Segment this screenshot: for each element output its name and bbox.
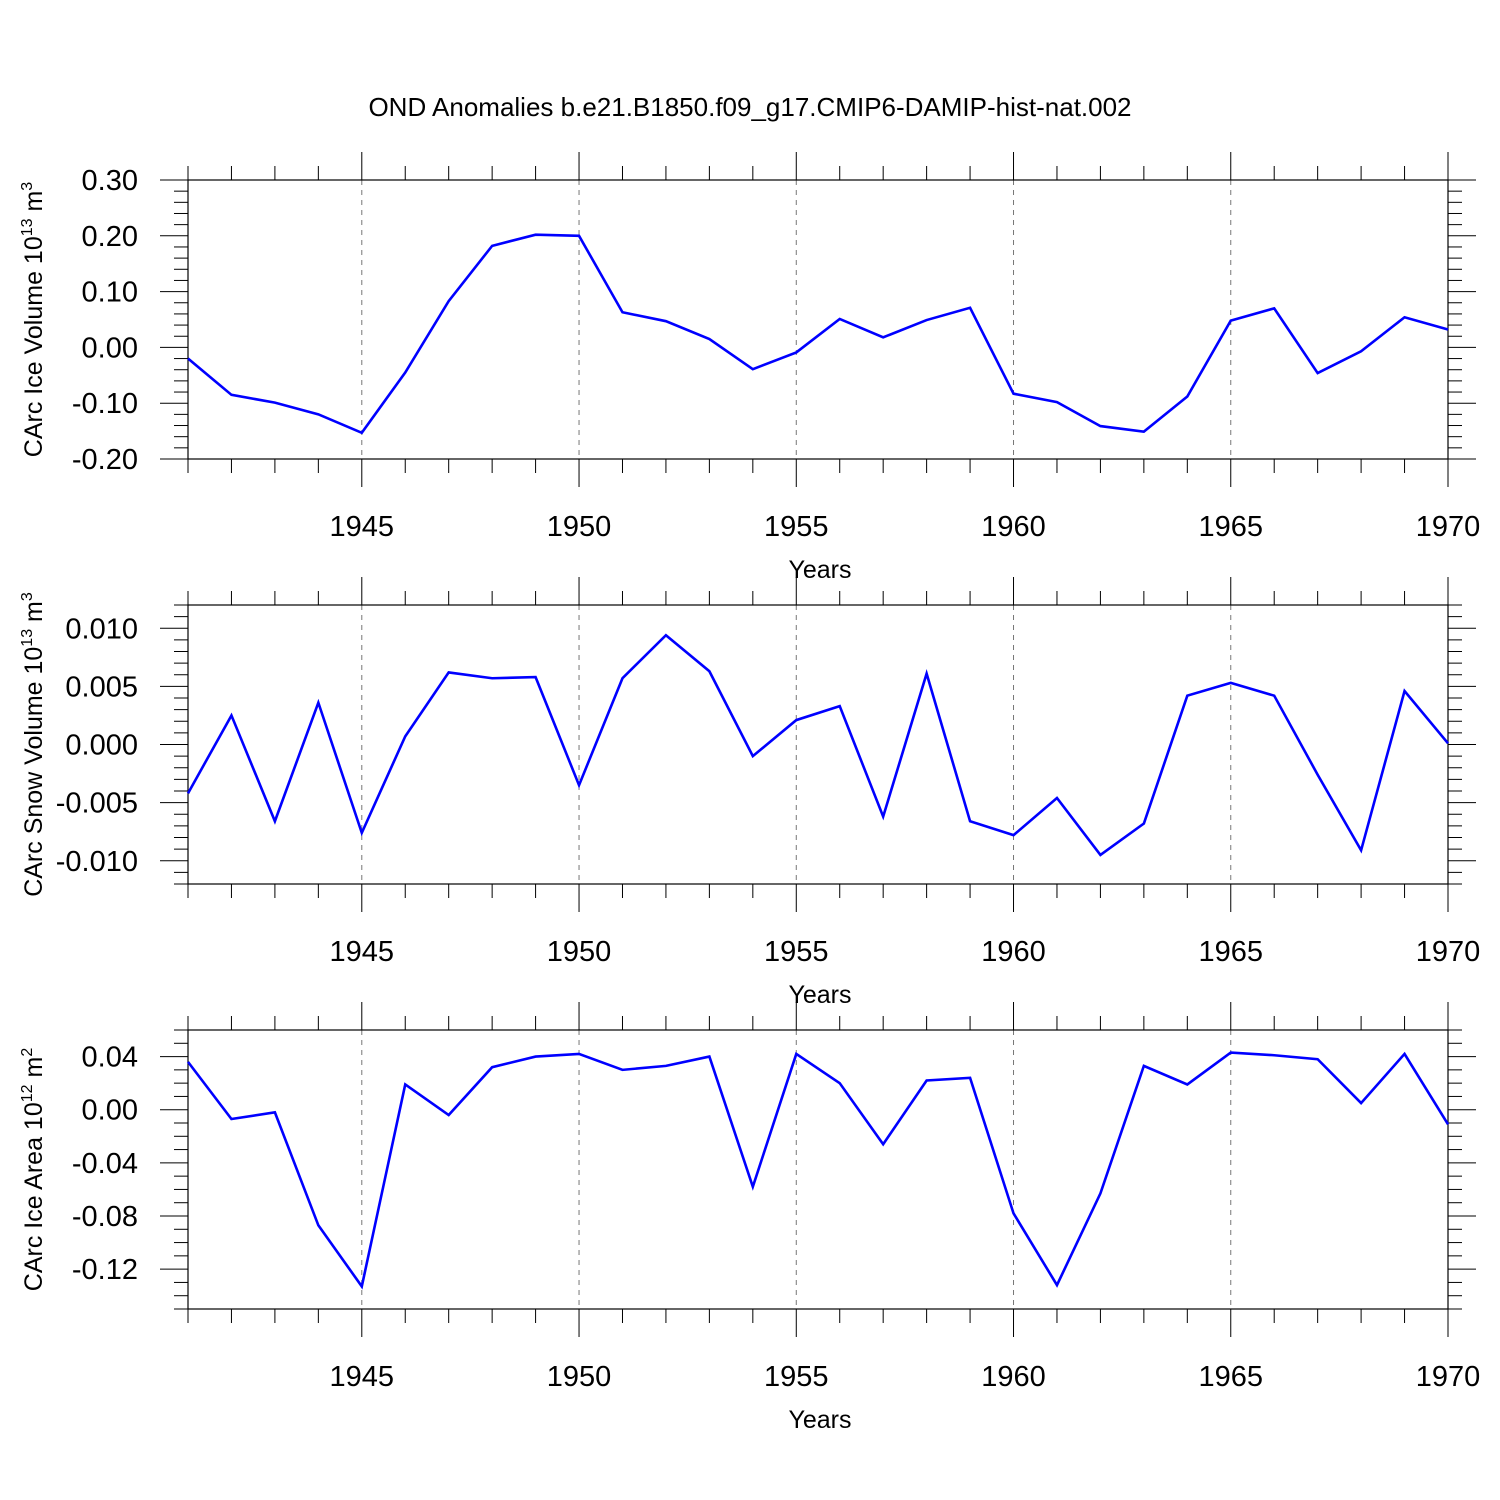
x-tick-label: 1945 xyxy=(330,511,395,543)
y-axis-label-superscript: 13 xyxy=(19,629,36,647)
y-axis-label-text: m xyxy=(20,191,48,219)
y-axis-label-superscript: 12 xyxy=(19,1084,36,1102)
y-tick-label: -0.010 xyxy=(56,846,138,878)
y-axis-label-superscript: 3 xyxy=(19,182,36,191)
panel-1: -0.20 -0.10 0.00 0.10 0.20 0.30 1945 1950 1955 19… xyxy=(19,152,1480,584)
y-tick-label: 0.10 xyxy=(82,277,138,309)
x-tick-label: 1960 xyxy=(981,936,1046,968)
y-axis-label-text: m xyxy=(20,601,48,629)
y-tick-label: -0.04 xyxy=(72,1148,138,1180)
y-tick-label: -0.10 xyxy=(72,388,138,420)
y-tick-label: 0.00 xyxy=(82,332,138,364)
plot-frame xyxy=(187,1029,1449,1310)
x-tick-label: 1965 xyxy=(1199,511,1264,543)
x-tick-label: 1970 xyxy=(1416,1361,1481,1393)
panel-2: -0.010 -0.005 0.000 0.005 0.010 1945 1950 1955 1… xyxy=(19,577,1480,1009)
y-tick-label: 0.30 xyxy=(82,165,138,197)
x-tick-label: 1970 xyxy=(1416,936,1481,968)
series-line xyxy=(187,233,1449,435)
y-axis-label-text: CArc Snow Volume 10 xyxy=(20,647,48,897)
x-tick-label: 1955 xyxy=(764,936,829,968)
y-axis-label-superscript: 2 xyxy=(19,1048,36,1057)
series-line xyxy=(186,633,1450,857)
x-tick-label: 1950 xyxy=(547,936,612,968)
plot-frame xyxy=(187,179,1449,460)
x-tick-label: 1950 xyxy=(547,511,612,543)
x-tick-label: 1970 xyxy=(1416,511,1481,543)
y-tick-label: -0.005 xyxy=(56,788,138,820)
x-tick-label: 1960 xyxy=(981,511,1046,543)
y-axis-label-superscript: 3 xyxy=(19,592,36,601)
y-tick-label: 0.010 xyxy=(65,613,138,645)
x-tick-label: 1945 xyxy=(330,936,395,968)
y-tick-label: -0.20 xyxy=(72,444,138,476)
y-axis-label-superscript: 13 xyxy=(19,218,36,236)
y-tick-label: -0.12 xyxy=(72,1254,138,1286)
y-tick-label: 0.20 xyxy=(82,221,138,253)
x-tick-label: 1955 xyxy=(764,511,829,543)
x-axis-label: Years xyxy=(788,981,851,1009)
x-tick-label: 1950 xyxy=(547,1361,612,1393)
y-tick-label: 0.005 xyxy=(65,671,138,703)
plot-frame xyxy=(187,604,1449,885)
x-tick-label: 1965 xyxy=(1199,936,1264,968)
y-axis-label-text: CArc Ice Volume 10 xyxy=(20,236,48,457)
x-tick-label: 1955 xyxy=(764,1361,829,1393)
y-tick-label: 0.000 xyxy=(65,730,138,762)
y-axis-label: CArc Ice Area 1012 m2 xyxy=(19,1048,48,1292)
panel-3: -0.12 -0.08 -0.04 0.00 0.04 1945 1950 1955 1960 1… xyxy=(19,1002,1480,1434)
chart-title: OND Anomalies b.e21.B1850.f09_g17.CMIP6-… xyxy=(368,92,1131,122)
y-axis-label-text: m xyxy=(20,1057,48,1085)
y-axis-label-text: CArc Ice Area 10 xyxy=(20,1102,48,1291)
x-tick-label: 1960 xyxy=(981,1361,1046,1393)
x-axis-label: Years xyxy=(788,556,851,584)
y-tick-label: 0.00 xyxy=(82,1095,138,1127)
y-tick-label: 0.04 xyxy=(82,1042,138,1074)
panels-group: -0.20 -0.10 0.00 0.10 0.20 0.30 1945 1950 1955 19… xyxy=(19,152,1480,1434)
series-line xyxy=(186,1051,1450,1290)
x-tick-label: 1965 xyxy=(1199,1361,1264,1393)
x-axis-label: Years xyxy=(788,1406,851,1434)
y-axis-label: CArc Snow Volume 1013 m3 xyxy=(19,592,48,897)
y-axis-label: CArc Ice Volume 1013 m3 xyxy=(19,182,48,458)
x-tick-label: 1945 xyxy=(330,1361,395,1393)
y-tick-label: -0.08 xyxy=(72,1201,138,1233)
